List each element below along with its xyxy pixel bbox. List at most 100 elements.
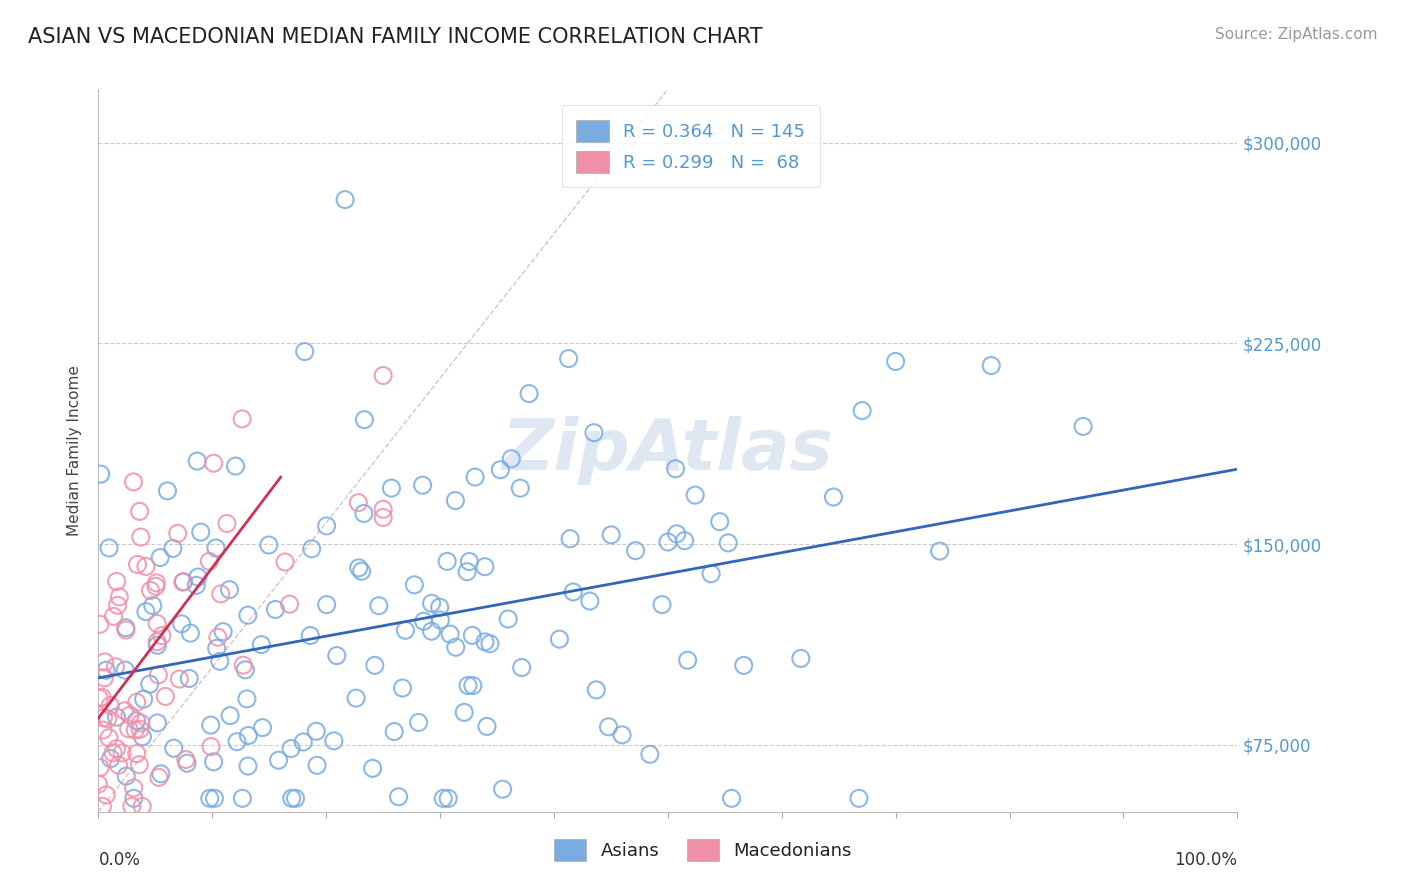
Point	[200, 739, 222, 754]
Point	[848, 791, 870, 805]
Point	[200, 718, 222, 732]
Point	[665, 461, 688, 475]
Point	[132, 692, 155, 706]
Point	[274, 555, 297, 569]
Point	[238, 729, 260, 743]
Point	[207, 630, 229, 644]
Legend: Asians, Macedonians: Asians, Macedonians	[546, 830, 860, 870]
Point	[111, 746, 134, 760]
Point	[215, 516, 238, 531]
Point	[489, 463, 512, 477]
Point	[496, 612, 519, 626]
Point	[204, 791, 226, 805]
Point	[96, 788, 118, 802]
Point	[169, 672, 191, 686]
Point	[131, 799, 153, 814]
Point	[148, 668, 170, 682]
Point	[458, 555, 481, 569]
Point	[105, 574, 128, 589]
Point	[510, 660, 533, 674]
Text: Source: ZipAtlas.com: Source: ZipAtlas.com	[1215, 27, 1378, 42]
Point	[299, 629, 322, 643]
Point	[412, 614, 434, 628]
Point	[394, 624, 416, 638]
Text: ASIAN VS MACEDONIAN MEDIAN FAMILY INCOME CORRELATION CHART: ASIAN VS MACEDONIAN MEDIAN FAMILY INCOME…	[28, 27, 762, 46]
Point	[478, 637, 501, 651]
Point	[105, 710, 128, 724]
Point	[94, 655, 117, 669]
Point	[231, 791, 253, 805]
Point	[225, 459, 247, 474]
Point	[91, 723, 114, 737]
Point	[198, 791, 221, 805]
Point	[437, 791, 460, 805]
Point	[107, 758, 129, 772]
Point	[131, 730, 153, 744]
Point	[236, 608, 259, 623]
Point	[135, 559, 157, 574]
Point	[364, 658, 387, 673]
Point	[709, 515, 731, 529]
Point	[501, 451, 523, 466]
Point	[326, 648, 349, 663]
Point	[209, 587, 232, 601]
Point	[218, 582, 240, 597]
Point	[94, 663, 117, 677]
Point	[301, 541, 323, 556]
Point	[281, 791, 304, 805]
Point	[733, 658, 755, 673]
Point	[264, 602, 287, 616]
Point	[186, 454, 208, 468]
Point	[125, 747, 148, 761]
Legend: R = 0.364   N = 145, R = 0.299   N =  68: R = 0.364 N = 145, R = 0.299 N = 68	[562, 105, 820, 187]
Point	[127, 558, 149, 572]
Point	[624, 543, 647, 558]
Point	[139, 583, 162, 598]
Point	[700, 566, 723, 581]
Point	[226, 734, 249, 748]
Point	[142, 599, 165, 613]
Point	[444, 493, 467, 508]
Point	[97, 712, 120, 726]
Point	[322, 734, 344, 748]
Point	[474, 635, 496, 649]
Point	[179, 626, 201, 640]
Point	[548, 632, 571, 647]
Point	[129, 530, 152, 544]
Point	[187, 570, 209, 584]
Point	[90, 467, 112, 482]
Point	[98, 698, 121, 713]
Point	[125, 714, 148, 728]
Point	[156, 483, 179, 498]
Point	[558, 532, 581, 546]
Point	[683, 488, 706, 502]
Point	[676, 653, 699, 667]
Point	[928, 544, 950, 558]
Point	[163, 741, 186, 756]
Point	[219, 708, 242, 723]
Point	[665, 526, 688, 541]
Point	[474, 559, 496, 574]
Point	[408, 715, 430, 730]
Point	[252, 721, 274, 735]
Point	[267, 753, 290, 767]
Point	[673, 533, 696, 548]
Point	[162, 541, 184, 556]
Point	[166, 526, 188, 541]
Text: 0.0%: 0.0%	[98, 851, 141, 869]
Point	[720, 791, 742, 805]
Point	[108, 590, 131, 604]
Point	[121, 799, 143, 814]
Y-axis label: Median Family Income: Median Family Income	[67, 365, 83, 536]
Point	[146, 638, 169, 652]
Point	[579, 594, 602, 608]
Point	[155, 690, 177, 704]
Point	[353, 507, 375, 521]
Point	[114, 663, 136, 677]
Point	[585, 682, 607, 697]
Point	[350, 564, 373, 578]
Text: ZipAtlas: ZipAtlas	[502, 416, 834, 485]
Point	[851, 403, 873, 417]
Point	[305, 758, 328, 772]
Point	[582, 425, 605, 440]
